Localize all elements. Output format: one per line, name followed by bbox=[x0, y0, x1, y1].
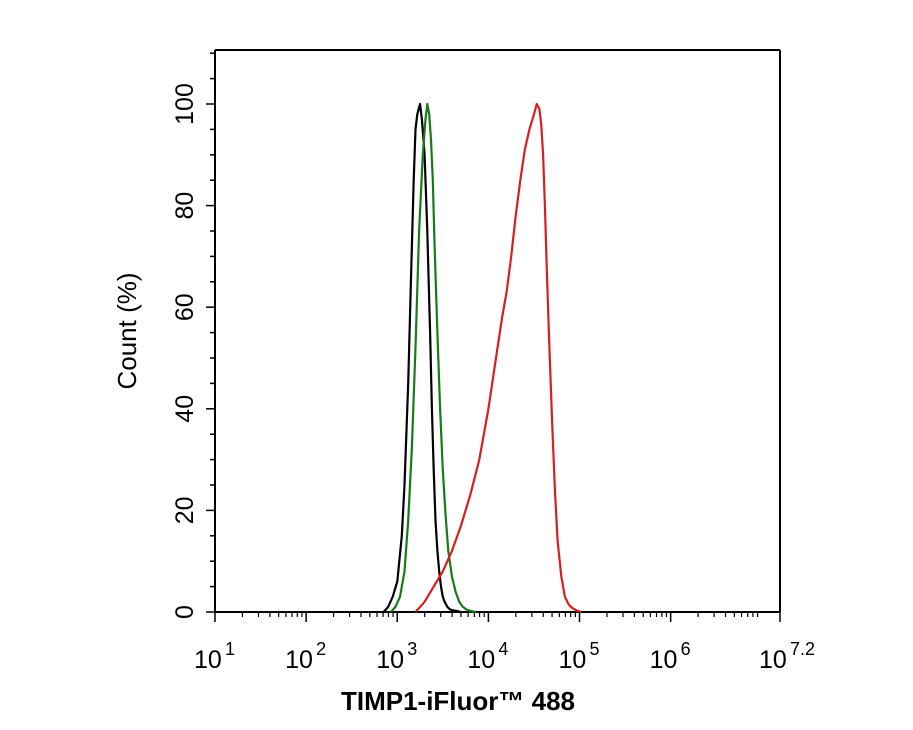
x-tick-label: 10 2 bbox=[285, 639, 326, 674]
y-tick-label: 40 bbox=[171, 395, 199, 423]
y-tick-label: 100 bbox=[171, 83, 199, 125]
x-tick-label: 10 4 bbox=[467, 639, 508, 674]
x-tick-label: 10 3 bbox=[376, 639, 417, 674]
x-axis-ticks: 10 1 10 2 10 3 10 4 10 5 10 6 10 7.2 bbox=[194, 612, 815, 674]
x-tick-base: 10 bbox=[759, 646, 787, 674]
x-tick-base: 10 bbox=[650, 646, 678, 674]
y-tick-label: 0 bbox=[171, 605, 199, 619]
y-axis-ticks: 0 20 40 60 80 100 bbox=[171, 52, 215, 619]
x-tick-exponent: 2 bbox=[316, 639, 326, 659]
plot-frame bbox=[214, 49, 781, 613]
x-tick-label: 10 6 bbox=[650, 639, 691, 674]
x-tick-exponent: 3 bbox=[407, 639, 417, 659]
y-tick-label: 60 bbox=[171, 293, 199, 321]
x-tick-label: 10 1 bbox=[194, 639, 235, 674]
x-tick-exponent: 6 bbox=[681, 639, 691, 659]
histogram-series-3 bbox=[414, 102, 582, 614]
x-tick-label: 10 5 bbox=[559, 639, 600, 674]
x-tick-exponent: 4 bbox=[498, 639, 508, 659]
y-tick-label: 20 bbox=[171, 496, 199, 524]
x-tick-base: 10 bbox=[285, 646, 313, 674]
x-tick-base: 10 bbox=[376, 646, 404, 674]
x-tick-base: 10 bbox=[194, 646, 222, 674]
series-layer bbox=[382, 102, 582, 614]
x-tick-exponent: 5 bbox=[590, 639, 600, 659]
x-tick-base: 10 bbox=[559, 646, 587, 674]
x-tick-label: 10 7.2 bbox=[759, 639, 815, 674]
x-tick-base: 10 bbox=[467, 646, 495, 674]
histogram-series-2 bbox=[390, 102, 476, 614]
y-axis-title: Count (%) bbox=[112, 272, 142, 389]
histogram-series-1 bbox=[382, 102, 462, 614]
y-tick-label: 80 bbox=[171, 192, 199, 220]
x-tick-exponent: 1 bbox=[225, 639, 235, 659]
x-tick-exponent: 7.2 bbox=[790, 639, 815, 659]
x-axis-title: TIMP1-iFluor™ 488 bbox=[341, 686, 575, 716]
